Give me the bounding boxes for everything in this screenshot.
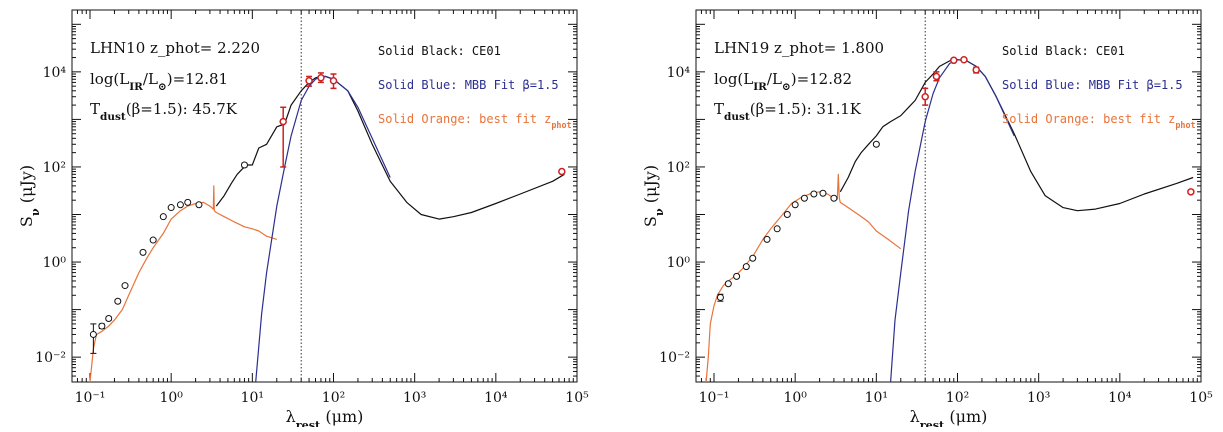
data-point [184, 198, 192, 206]
data-point [763, 235, 771, 243]
y-tick-label: 10⁴ [43, 65, 67, 81]
data-point [159, 213, 167, 221]
x-tick-label: 10¹ [241, 390, 264, 406]
y-tick-label: 10⁴ [667, 65, 691, 81]
y-tick-label: 10⁻² [35, 350, 66, 366]
x-tick-label: 10⁴ [1108, 390, 1132, 406]
x-tick-label: 10³ [403, 390, 426, 406]
legend-orange: Solid Orange: best fit zphot [1002, 112, 1196, 130]
x-tick-label: 10⁰ [159, 390, 183, 406]
data-point-red [558, 167, 566, 176]
data-point [89, 330, 97, 338]
series-line-black [215, 75, 565, 220]
legend-blue: Solid Blue: MBB Fit β=1.5 [1002, 78, 1183, 92]
data-point [733, 272, 741, 280]
data-point-red [972, 66, 980, 74]
legend-black: Solid Black: CE01 [1002, 44, 1125, 58]
info-luminosity: log(LIR/L⊙)=12.81 [90, 70, 228, 93]
data-point [773, 225, 781, 233]
data-point [724, 280, 732, 288]
y-axis-title: Sν (μJy) [641, 165, 666, 227]
series-line-orange [89, 185, 277, 382]
data-point [810, 190, 818, 198]
data-point-red [1187, 188, 1195, 196]
data-point-red [932, 72, 941, 81]
y-tick-label: 10⁻² [659, 350, 690, 366]
info-dust-temperature: Tdust(β=1.5): 31.1K [714, 100, 862, 123]
chart-LHN10: 10⁻¹ 10⁰ 10¹ 10² 10³ 10⁴ 10⁵ 10⁻² 10⁰ 10² 10⁴ λrest… [17, 9, 589, 432]
y-tick-label: 10² [43, 160, 66, 176]
data-point-red [317, 74, 325, 82]
info-luminosity: log(LIR/L⊙)=12.82 [714, 70, 852, 93]
data-point [749, 254, 757, 262]
series-line-blue [255, 75, 391, 382]
data-point [149, 236, 157, 244]
x-tick-label: 10² [946, 390, 969, 406]
data-point [830, 194, 838, 202]
data-point [121, 282, 129, 290]
data-point-red [960, 55, 968, 64]
info-dust-temperature: Tdust(β=1.5): 45.7K [90, 100, 238, 123]
y-axis-title: Sν (μJy) [17, 165, 42, 227]
data-point [195, 201, 203, 209]
data-point [716, 293, 724, 301]
x-tick-label: 10⁻¹ [699, 390, 730, 406]
data-point-red [279, 117, 287, 126]
x-tick-label: 10⁵ [1189, 390, 1213, 406]
x-tick-label: 10⁵ [565, 390, 589, 406]
data-point [872, 140, 880, 148]
legend-blue: Solid Blue: MBB Fit β=1.5 [378, 78, 559, 92]
info-redshift: LHN10 z_phot= 2.220 [90, 39, 260, 57]
y-tick-label: 10⁰ [667, 255, 691, 271]
axis-ticks [695, 9, 1202, 383]
x-tick-label: 10² [322, 390, 345, 406]
data-point [176, 201, 184, 209]
legend-black: Solid Black: CE01 [378, 44, 501, 58]
data-point [139, 248, 147, 256]
x-axis-title: λrest (μm) [910, 407, 988, 427]
plot-frame [695, 9, 1202, 383]
y-tick-label: 10² [667, 160, 690, 176]
data-point-red [950, 56, 958, 65]
x-axis-title: λrest (μm) [286, 407, 364, 427]
data-point [240, 161, 248, 169]
series-line-blue [890, 59, 1015, 382]
chart-LHN19: 10⁻¹ 10⁰ 10¹ 10² 10³ 10⁴ 10⁵ 10⁻² 10⁰ 10² 10⁴ λrest… [641, 9, 1213, 432]
y-tick-label: 10⁰ [43, 255, 67, 271]
data-point [800, 194, 808, 202]
info-redshift: LHN19 z_phot= 1.800 [714, 39, 884, 57]
legend-orange: Solid Orange: best fit zphot [378, 112, 572, 130]
data-point [105, 314, 113, 322]
data-point [114, 297, 122, 305]
x-tick-label: 10⁴ [484, 390, 508, 406]
data-point [791, 201, 799, 209]
series-group [705, 55, 1195, 382]
data-point-red [921, 92, 929, 101]
x-tick-label: 10⁻¹ [75, 390, 106, 406]
series-group [89, 72, 566, 382]
data-point-red [329, 77, 338, 85]
data-point [167, 204, 175, 212]
x-tick-label: 10⁰ [783, 390, 807, 406]
axis-ticks [71, 9, 578, 383]
x-tick-label: 10³ [1027, 390, 1050, 406]
data-point [98, 322, 106, 330]
plot-frame [71, 9, 578, 383]
x-tick-label: 10¹ [865, 390, 888, 406]
data-point [742, 263, 750, 271]
data-point [783, 210, 791, 218]
data-point [819, 189, 827, 197]
data-point-red [305, 77, 313, 85]
